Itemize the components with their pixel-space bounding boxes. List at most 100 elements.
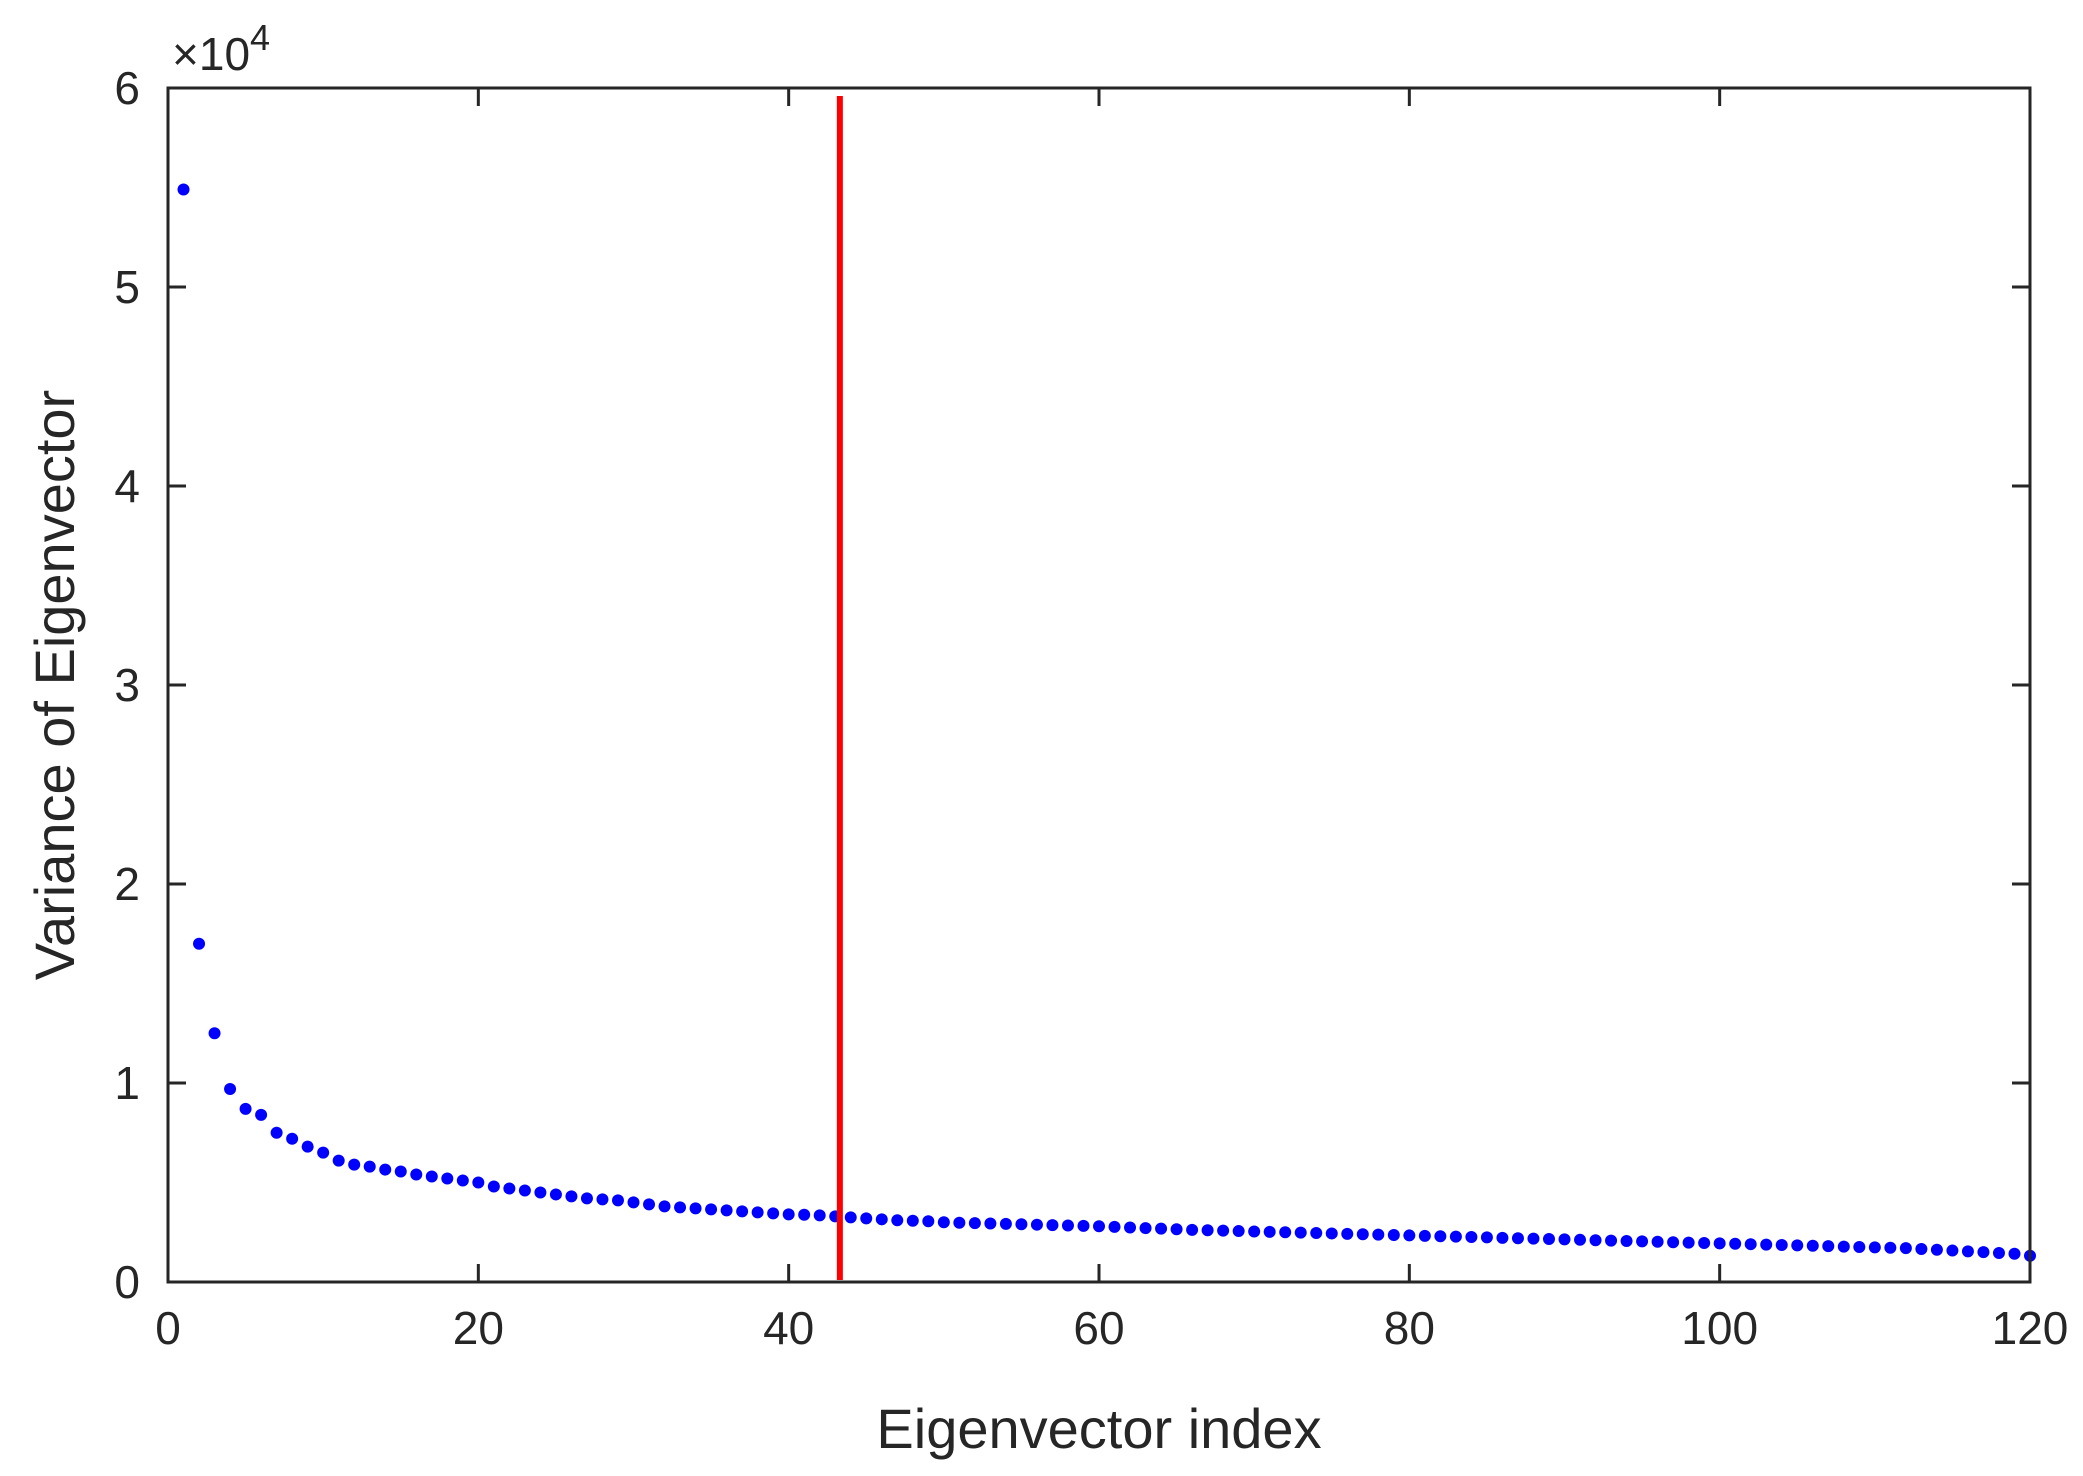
data-point	[1434, 1230, 1447, 1243]
data-point	[1884, 1241, 1897, 1254]
x-tick-label: 20	[453, 1302, 504, 1354]
data-point	[968, 1217, 981, 1230]
data-point	[1806, 1239, 1819, 1252]
data-point	[1217, 1224, 1230, 1237]
data-point	[1325, 1227, 1338, 1240]
data-point	[953, 1216, 966, 1229]
data-point	[922, 1215, 935, 1228]
y-tick-label: 2	[114, 858, 140, 910]
data-point	[1496, 1231, 1509, 1244]
data-point	[1418, 1229, 1431, 1242]
data-point	[1480, 1231, 1493, 1244]
x-axis-label: Eigenvector index	[876, 1397, 1321, 1460]
data-point	[1046, 1219, 1059, 1232]
data-point	[1124, 1221, 1137, 1234]
data-point	[720, 1204, 733, 1217]
data-point	[472, 1176, 485, 1189]
data-point	[1248, 1225, 1261, 1238]
data-point	[1992, 1246, 2005, 1259]
data-point	[317, 1146, 330, 1159]
data-point	[627, 1196, 640, 1209]
data-point	[1232, 1225, 1245, 1238]
data-point	[565, 1190, 578, 1203]
x-tick-label: 100	[1681, 1302, 1758, 1354]
x-tick-label: 40	[763, 1302, 814, 1354]
data-point	[1527, 1232, 1540, 1245]
data-point	[177, 183, 190, 196]
data-point	[1744, 1238, 1757, 1251]
data-point	[286, 1132, 299, 1145]
data-point	[1170, 1223, 1183, 1236]
data-point	[394, 1165, 407, 1178]
y-axis-exponent-base: ×10	[172, 28, 250, 80]
data-point	[534, 1186, 547, 1199]
data-point	[782, 1208, 795, 1221]
data-point	[1791, 1239, 1804, 1252]
y-tick-label: 3	[114, 659, 140, 711]
data-point	[379, 1163, 392, 1176]
y-axis-ticks: 0 1 2 3 4 5 6	[114, 62, 2030, 1308]
data-point	[410, 1168, 423, 1181]
data-point	[1077, 1219, 1090, 1232]
data-point	[2008, 1247, 2021, 1260]
data-point	[1061, 1219, 1074, 1232]
data-point	[1201, 1224, 1214, 1237]
x-tick-label: 120	[1992, 1302, 2069, 1354]
data-point	[1760, 1238, 1773, 1251]
data-point	[487, 1180, 500, 1193]
data-point	[937, 1216, 950, 1229]
y-axis-label: Variance of Eigenvector	[23, 390, 86, 980]
data-point	[658, 1200, 671, 1213]
data-point	[1294, 1226, 1307, 1239]
x-axis-ticks: 0 20 40 60 80 100 120	[155, 88, 2068, 1354]
data-point	[208, 1027, 221, 1040]
data-point	[1682, 1236, 1695, 1249]
data-point	[1279, 1226, 1292, 1239]
data-point	[503, 1182, 516, 1195]
data-point	[1186, 1223, 1199, 1236]
data-point	[1822, 1240, 1835, 1253]
data-point	[1108, 1220, 1121, 1233]
y-tick-label: 1	[114, 1057, 140, 1109]
data-point	[1930, 1243, 1943, 1256]
data-point	[1139, 1222, 1152, 1235]
data-point	[1636, 1235, 1649, 1248]
data-point	[301, 1140, 314, 1153]
data-point	[860, 1212, 873, 1225]
data-point	[891, 1214, 904, 1227]
data-point	[580, 1192, 593, 1205]
y-tick-label: 6	[114, 62, 140, 114]
data-point	[1698, 1236, 1711, 1249]
y-axis-exponent-label: ×104	[172, 17, 270, 80]
data-point	[1853, 1240, 1866, 1253]
x-tick-label: 60	[1073, 1302, 1124, 1354]
data-point	[736, 1205, 749, 1218]
data-point	[255, 1108, 268, 1121]
data-point	[1713, 1237, 1726, 1250]
data-point	[1605, 1234, 1618, 1247]
data-point	[813, 1209, 826, 1222]
data-point	[1449, 1230, 1462, 1243]
data-point	[1015, 1218, 1028, 1231]
plot-frame	[166, 86, 2032, 1284]
data-point	[441, 1172, 454, 1185]
data-point	[689, 1202, 702, 1215]
data-point	[1667, 1236, 1680, 1249]
plot-area	[168, 88, 2030, 1282]
data-point	[1729, 1237, 1742, 1250]
data-point	[611, 1194, 624, 1207]
data-point	[1387, 1229, 1400, 1242]
data-point	[1558, 1233, 1571, 1246]
data-point	[1589, 1234, 1602, 1247]
data-point	[518, 1184, 531, 1197]
data-point	[1093, 1220, 1105, 1233]
data-point	[1775, 1238, 1788, 1251]
data-point	[1620, 1235, 1633, 1248]
data-point	[1372, 1228, 1385, 1241]
data-point	[1465, 1231, 1478, 1244]
data-point	[1542, 1233, 1555, 1246]
data-point	[798, 1208, 811, 1221]
data-point	[239, 1102, 252, 1115]
data-point	[1915, 1242, 1928, 1255]
data-point	[1341, 1227, 1354, 1240]
